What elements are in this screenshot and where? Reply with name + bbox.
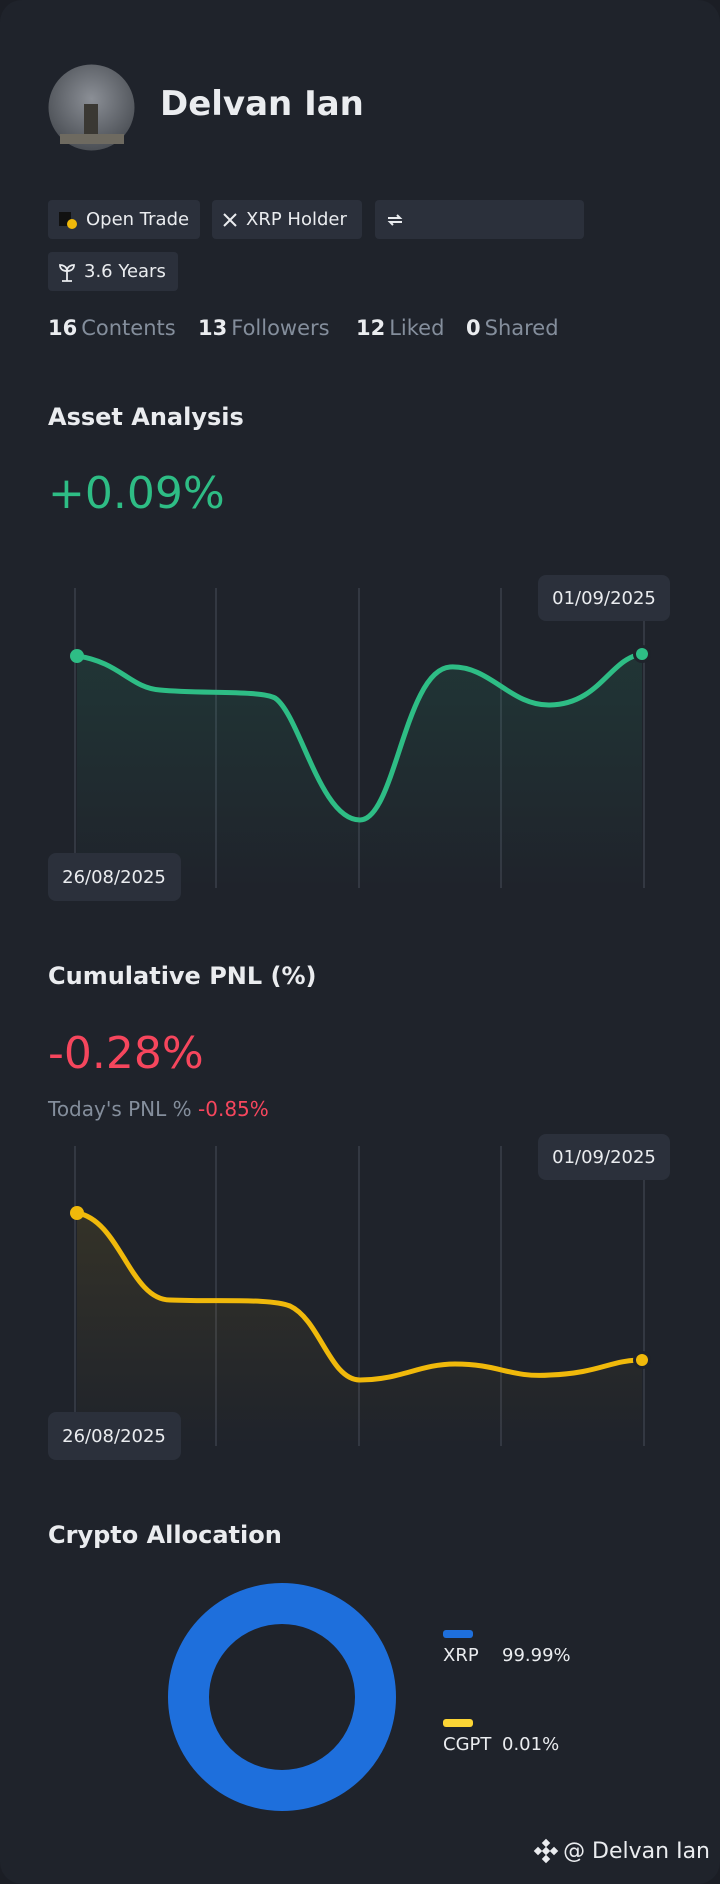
- stat-label: Shared: [484, 316, 559, 340]
- stat[interactable]: 12 Liked: [356, 316, 444, 340]
- stat-value: 0: [466, 316, 481, 340]
- stat-value: 12: [356, 316, 386, 340]
- badge-label: 3.6 Years: [84, 261, 166, 282]
- date-label: 01/09/2025: [552, 588, 656, 609]
- badge[interactable]: Open Trade: [48, 200, 200, 239]
- legend-value: 0.01%: [502, 1734, 559, 1755]
- legend-swatch: [443, 1630, 473, 1638]
- logo: [533, 1838, 559, 1864]
- badge-icon: [59, 211, 77, 229]
- stat-label: Liked: [389, 316, 445, 340]
- badge[interactable]: [375, 200, 584, 239]
- footer: @ Delvan Ian: [533, 1838, 710, 1864]
- footer-handle: @ Delvan Ian: [563, 1838, 710, 1864]
- section-title: Cumulative PNL (%): [48, 962, 317, 990]
- badge-icon: [59, 263, 75, 282]
- today-pnl-label: Today's PNL %: [48, 1097, 192, 1121]
- date-label: 01/09/2025: [552, 1147, 656, 1168]
- asset-chart: 01/09/2025 26/08/2025: [48, 575, 670, 901]
- today-pnl-value: -0.85%: [198, 1097, 269, 1121]
- badge[interactable]: 3.6 Years: [48, 252, 178, 291]
- legend-swatch: [443, 1719, 473, 1727]
- stat-value: 16: [48, 316, 78, 340]
- stat[interactable]: 0 Shared: [466, 316, 559, 340]
- user-name: Delvan Ian: [160, 84, 364, 124]
- section-title: Crypto Allocation: [48, 1521, 282, 1549]
- stat[interactable]: 13 Followers: [198, 316, 330, 340]
- section-title: Asset Analysis: [48, 403, 244, 431]
- legend-value: 99.99%: [502, 1645, 571, 1666]
- stat-label: Followers: [231, 316, 330, 340]
- date-label: 26/08/2025: [62, 867, 166, 888]
- stat[interactable]: 16 Contents: [48, 316, 176, 340]
- badge-icon: [223, 212, 237, 227]
- badge[interactable]: XRP Holder: [212, 200, 362, 239]
- allocation-chart: XRP 99.99% CGPT 0.01%: [168, 1583, 571, 1811]
- badge-label: Open Trade: [86, 209, 190, 230]
- avatar: [48, 64, 135, 151]
- stat-label: Contents: [81, 316, 176, 340]
- pnl-chart: 01/09/2025 26/08/2025: [48, 1134, 670, 1460]
- badge-icon: [387, 213, 403, 226]
- badge-label: XRP Holder: [246, 209, 347, 230]
- today-pnl: Today's PNL % -0.85%: [48, 1097, 269, 1121]
- legend-name: CGPT: [443, 1734, 492, 1755]
- donut-segment: [168, 1583, 396, 1811]
- legend-name: XRP: [443, 1645, 479, 1666]
- pnl-change: -0.28%: [48, 1028, 204, 1079]
- stat-value: 13: [198, 316, 228, 340]
- asset-change: +0.09%: [48, 468, 225, 519]
- date-label: 26/08/2025: [62, 1426, 166, 1447]
